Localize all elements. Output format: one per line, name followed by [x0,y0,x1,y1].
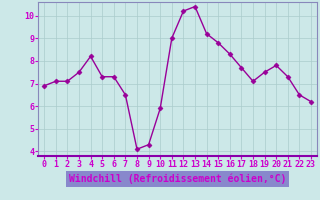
X-axis label: Windchill (Refroidissement éolien,°C): Windchill (Refroidissement éolien,°C) [69,173,286,184]
